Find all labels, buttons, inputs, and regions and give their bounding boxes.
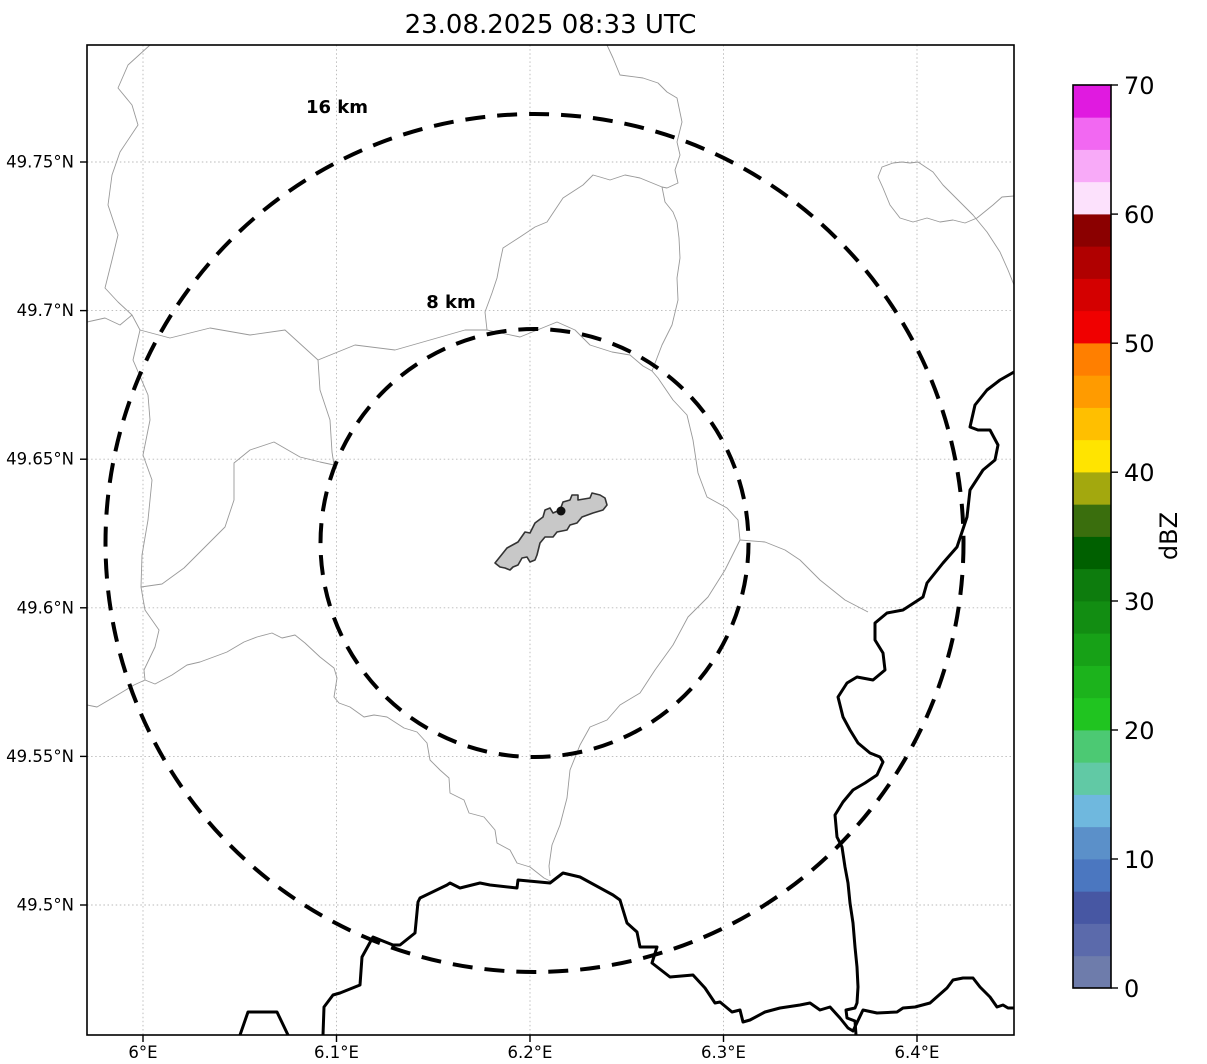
colorbar-tick-labels: 0 10 20 30 40 50 60 70 (1124, 72, 1155, 1003)
colorbar-swatch (1073, 117, 1111, 150)
colorbar-swatch (1073, 923, 1111, 957)
colorbar-unit-label: dBZ (1155, 512, 1183, 560)
colorbar-tick-label: 60 (1124, 201, 1155, 229)
boundary-branch-southeast (548, 539, 741, 877)
y-tick-label: 49.5°N (17, 896, 74, 915)
colorbar-swatch (1073, 310, 1111, 344)
x-tick-label: 6°E (128, 1043, 157, 1062)
colorbar-swatch (1073, 149, 1111, 183)
y-tick-label: 49.65°N (6, 450, 74, 469)
map-frame (86, 44, 1015, 1036)
colorbar-swatch (1073, 697, 1111, 731)
y-tick-label: 49.7°N (17, 301, 74, 320)
y-tick-label: 49.6°N (17, 598, 74, 617)
boundary-branch-lower-left (87, 679, 146, 708)
x-tick-label: 6.4°E (895, 1043, 940, 1062)
colorbar-tick-label: 70 (1124, 72, 1155, 100)
axis-ticks (80, 161, 918, 1042)
colorbar-swatch (1073, 826, 1111, 860)
colorbar-swatch (1073, 859, 1111, 892)
x-tick-label: 6.2°E (508, 1043, 553, 1062)
colorbar-swatch (1073, 343, 1111, 376)
colorbar-ticks (1111, 84, 1118, 989)
colorbar-swatch (1073, 85, 1111, 118)
colorbar-frame (1072, 84, 1112, 989)
colorbar-tick-label: 30 (1124, 588, 1155, 616)
colorbar-swatch (1073, 762, 1111, 795)
colorbar-swatch (1073, 633, 1111, 666)
boundary-connector (317, 359, 335, 466)
admin-boundary-lines (87, 45, 1014, 883)
range-ring-16km-label: 16 km (306, 97, 368, 118)
range-ring-16km (103, 112, 966, 974)
colorbar-swatch (1073, 246, 1111, 279)
colorbar-swatch (1073, 472, 1111, 505)
radar-site-dot (556, 506, 566, 516)
colorbar-swatch (1073, 730, 1111, 763)
colorbar-swatch (1073, 891, 1111, 924)
border-south (321, 871, 1014, 1035)
country-border-lines (238, 370, 1014, 1035)
colorbar-swatch (1073, 601, 1111, 634)
range-ring-8km (318, 327, 751, 759)
colorbar-swatch (1073, 278, 1111, 312)
colorbar-swatches (1073, 85, 1111, 989)
border-river-east (833, 370, 1014, 1035)
boundary-horizontal-mid (139, 321, 653, 372)
boundary-branch-upper-left (87, 314, 133, 326)
x-tick-label: 6.1°E (314, 1043, 359, 1062)
colorbar-swatch (1073, 214, 1111, 247)
boundary-loop-west (140, 441, 335, 588)
colorbar-swatch (1073, 955, 1111, 989)
boundary-branch-north (484, 174, 663, 331)
colorbar-swatch (1073, 536, 1111, 570)
boundary-branch-east (739, 539, 869, 613)
boundary-hook-northeast (877, 161, 1014, 286)
colorbar-tick-label: 10 (1124, 846, 1155, 874)
border-bump-southwest (238, 1010, 290, 1035)
x-tick-label: 6.3°E (701, 1043, 746, 1062)
airport-polygon (494, 492, 608, 571)
colorbar-swatch (1073, 794, 1111, 828)
x-axis-labels: 6°E 6.1°E 6.2°E 6.3°E 6.4°E (128, 1043, 939, 1062)
grid-lines (87, 45, 1014, 1035)
colorbar-swatch (1073, 181, 1111, 215)
colorbar-swatch (1073, 504, 1111, 537)
colorbar-tick-label: 40 (1124, 459, 1155, 487)
range-ring-8km-label: 8 km (426, 292, 476, 313)
colorbar-tick-label: 50 (1124, 330, 1155, 358)
river-line-west (104, 45, 553, 883)
colorbar-swatch (1073, 375, 1111, 408)
river-line-north (606, 45, 741, 541)
colorbar-swatch (1073, 568, 1111, 602)
colorbar-swatch (1073, 439, 1111, 473)
colorbar-swatch (1073, 407, 1111, 441)
colorbar-swatch (1073, 665, 1111, 699)
y-axis-labels: 49.75°N 49.7°N 49.65°N 49.6°N 49.55°N 49… (6, 153, 74, 915)
colorbar-tick-label: 0 (1124, 975, 1139, 1003)
y-tick-label: 49.75°N (6, 153, 74, 172)
map-area (87, 45, 1014, 1035)
colorbar-tick-label: 20 (1124, 717, 1155, 745)
y-tick-label: 49.55°N (6, 747, 74, 766)
plot-title: 23.08.2025 08:33 UTC (405, 10, 697, 40)
